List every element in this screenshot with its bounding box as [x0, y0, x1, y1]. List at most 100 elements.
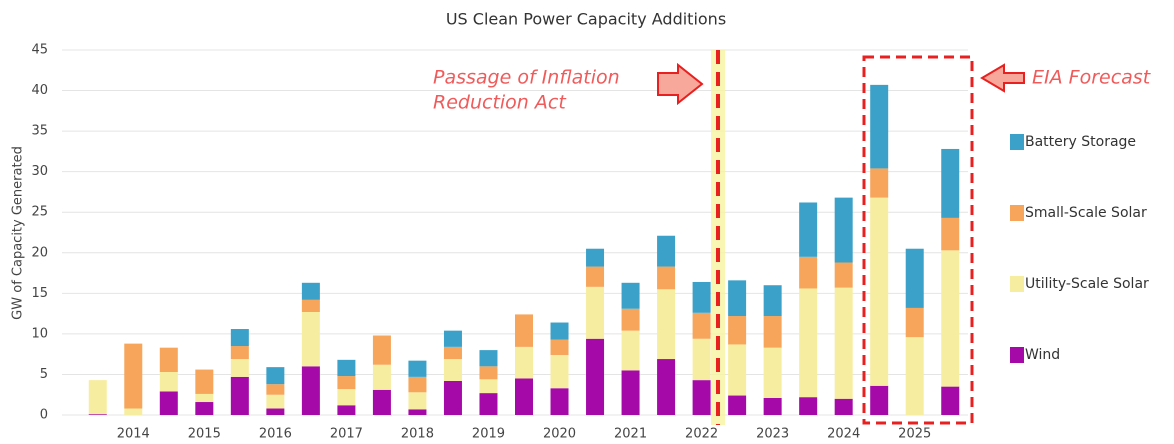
- bar-segment: [337, 389, 356, 406]
- forecast-box: [862, 55, 974, 425]
- bar-segment: [124, 343, 143, 409]
- bar-segment: [621, 370, 640, 415]
- bar-segment: [728, 344, 747, 396]
- legend-swatch: [1010, 347, 1024, 363]
- legend-swatch: [1010, 134, 1024, 150]
- bar-segment: [586, 248, 605, 267]
- bar-segment: [88, 414, 107, 415]
- bar-segment: [408, 360, 427, 377]
- legend-label: Wind: [1025, 347, 1060, 363]
- bar-segment: [479, 350, 498, 367]
- x-tick-label: 2016: [259, 427, 292, 442]
- bar-segment: [834, 287, 853, 399]
- bar-segment: [941, 148, 960, 218]
- bar-segment: [692, 281, 711, 313]
- bar-segment: [159, 391, 178, 415]
- annotation: EIA Forecast: [1032, 67, 1152, 89]
- bar-segment: [657, 235, 676, 267]
- bar-segment: [692, 380, 711, 415]
- bar-segment: [301, 311, 320, 367]
- bar-segment: [515, 346, 533, 379]
- bar-segment: [657, 289, 676, 360]
- bar-segment: [799, 397, 818, 415]
- bar-segment: [479, 393, 498, 415]
- bar-segment: [799, 288, 818, 398]
- legend-label: Battery Storage: [1025, 134, 1136, 150]
- bar-segment: [905, 307, 924, 338]
- bar-segment: [728, 316, 747, 345]
- bar-segment: [372, 389, 391, 415]
- bar-segment: [870, 197, 889, 386]
- bar-segment: [479, 379, 498, 394]
- bar-segment: [372, 364, 391, 390]
- bar-segment: [657, 359, 676, 415]
- bar-segment: [799, 202, 818, 257]
- bar-segment: [266, 394, 285, 409]
- y-tick-label: 45: [31, 43, 48, 58]
- x-tick-label: 2019: [472, 427, 505, 442]
- annotation: Reduction Act: [433, 92, 567, 114]
- bar-segment: [763, 316, 782, 348]
- bar-segment: [195, 402, 214, 415]
- legend-swatch: [1010, 205, 1024, 221]
- x-tick-label: 2025: [898, 427, 931, 442]
- annotation: Passage of Inflation: [433, 67, 620, 89]
- bar-segment: [941, 250, 960, 387]
- y-tick-label: 5: [40, 367, 48, 382]
- bar-segment: [515, 314, 533, 347]
- bar-segment: [621, 308, 640, 331]
- bar-segment: [337, 376, 356, 390]
- y-tick-label: 0: [40, 408, 48, 423]
- bar-segment: [621, 282, 640, 309]
- bar-segment: [443, 380, 462, 415]
- bar-segment: [195, 393, 214, 403]
- arrow: [980, 63, 1025, 93]
- bar-segment: [870, 168, 889, 198]
- bar-segment: [301, 366, 320, 415]
- x-tick-label: 2014: [117, 427, 150, 442]
- bar-segment: [230, 346, 249, 360]
- bar-segment: [372, 335, 391, 365]
- bar-segment: [834, 398, 853, 415]
- bar-segment: [443, 346, 462, 360]
- bar-segment: [692, 312, 711, 339]
- x-tick-label: 2021: [614, 427, 647, 442]
- x-tick-label: 2020: [543, 427, 576, 442]
- y-axis-label: GW of Capacity Generated: [11, 146, 26, 320]
- bar-segment: [443, 330, 462, 347]
- x-tick-label: 2022: [685, 427, 718, 442]
- bar-segment: [408, 409, 427, 415]
- y-tick-label: 30: [31, 164, 48, 179]
- bar-segment: [728, 395, 747, 415]
- bar-segment: [515, 378, 533, 415]
- bar-segment: [728, 280, 747, 317]
- chart-title: US Clean Power Capacity Additions: [446, 10, 726, 29]
- arrow: [657, 62, 704, 106]
- y-tick-label: 40: [31, 83, 48, 98]
- bar-segment: [195, 369, 214, 394]
- bar-segment: [763, 397, 782, 415]
- y-tick-label: 10: [31, 326, 48, 341]
- bar-segment: [266, 408, 285, 415]
- bar-segment: [337, 359, 356, 377]
- bar-segment: [586, 266, 605, 287]
- x-tick-label: 2018: [401, 427, 434, 442]
- bar-segment: [408, 392, 427, 410]
- bar-segment: [408, 376, 427, 393]
- x-tick-label: 2015: [188, 427, 221, 442]
- bar-segment: [834, 262, 853, 288]
- bar-segment: [763, 285, 782, 317]
- bar-segment: [230, 359, 249, 377]
- bar-segment: [941, 217, 960, 251]
- bar-segment: [230, 376, 249, 415]
- bar-segment: [337, 405, 356, 415]
- bar-segment: [550, 322, 569, 340]
- bar-segment: [799, 256, 818, 289]
- bar-segment: [657, 266, 676, 290]
- bar-segment: [301, 282, 320, 300]
- bar-segment: [834, 197, 853, 263]
- bar-segment: [586, 338, 605, 415]
- bar-segment: [905, 248, 924, 308]
